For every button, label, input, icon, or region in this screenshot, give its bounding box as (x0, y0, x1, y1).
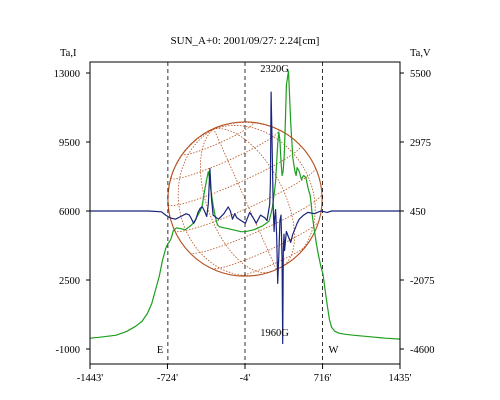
x-tick-label: 716' (314, 373, 332, 384)
latitude-line (170, 129, 280, 180)
x-tick-label: -1443' (77, 373, 103, 384)
x-tick-label: -4' (240, 373, 251, 384)
y-left-tick-label: 2500 (59, 276, 80, 287)
polarization-series-line (90, 91, 400, 345)
intensity-series-line (89, 70, 401, 340)
y-left-tick-label: 6000 (59, 207, 80, 218)
limb-marker-label: W (329, 345, 339, 356)
chart-title: SUN_A+0: 2001/09/27: 2.24[cm] (171, 35, 320, 47)
y-right-tick-label: -4600 (410, 345, 435, 356)
latitude-line (189, 193, 323, 254)
latitude-line (238, 245, 307, 277)
y-left-tick-label: -1000 (56, 345, 81, 356)
longitude-line (200, 128, 271, 274)
peak-annotation: 1960G (260, 328, 289, 339)
limb-marker-label: E (157, 345, 163, 356)
peak-annotation: 2320G (260, 64, 289, 75)
left-axis-label: Ta,I (60, 48, 77, 59)
annotations: 2320G 1960G (260, 64, 289, 339)
y-right-tick-label: -2075 (410, 276, 435, 287)
y-left-tick-label: 9500 (59, 138, 80, 149)
series-lines (89, 70, 401, 345)
longitude-line (213, 124, 316, 261)
axis-ticks: -1443' -724' -4' 716' 1435' 13000 9500 6000 2500… (54, 69, 435, 384)
latitude-line (211, 220, 320, 270)
longitude-line (177, 128, 260, 277)
y-right-tick-label: 2975 (410, 138, 431, 149)
x-tick-label: 1435' (389, 373, 412, 384)
longitude-line (213, 128, 295, 268)
right-axis-label: Ta,V (410, 48, 431, 59)
longitude-line (213, 121, 316, 168)
y-left-tick-label: 13000 (54, 69, 80, 80)
x-tick-label: -724' (157, 373, 178, 384)
y-right-tick-label: 450 (410, 207, 426, 218)
longitude-line (213, 128, 277, 270)
latitude-line (174, 167, 317, 232)
y-right-tick-label: 5500 (410, 69, 431, 80)
